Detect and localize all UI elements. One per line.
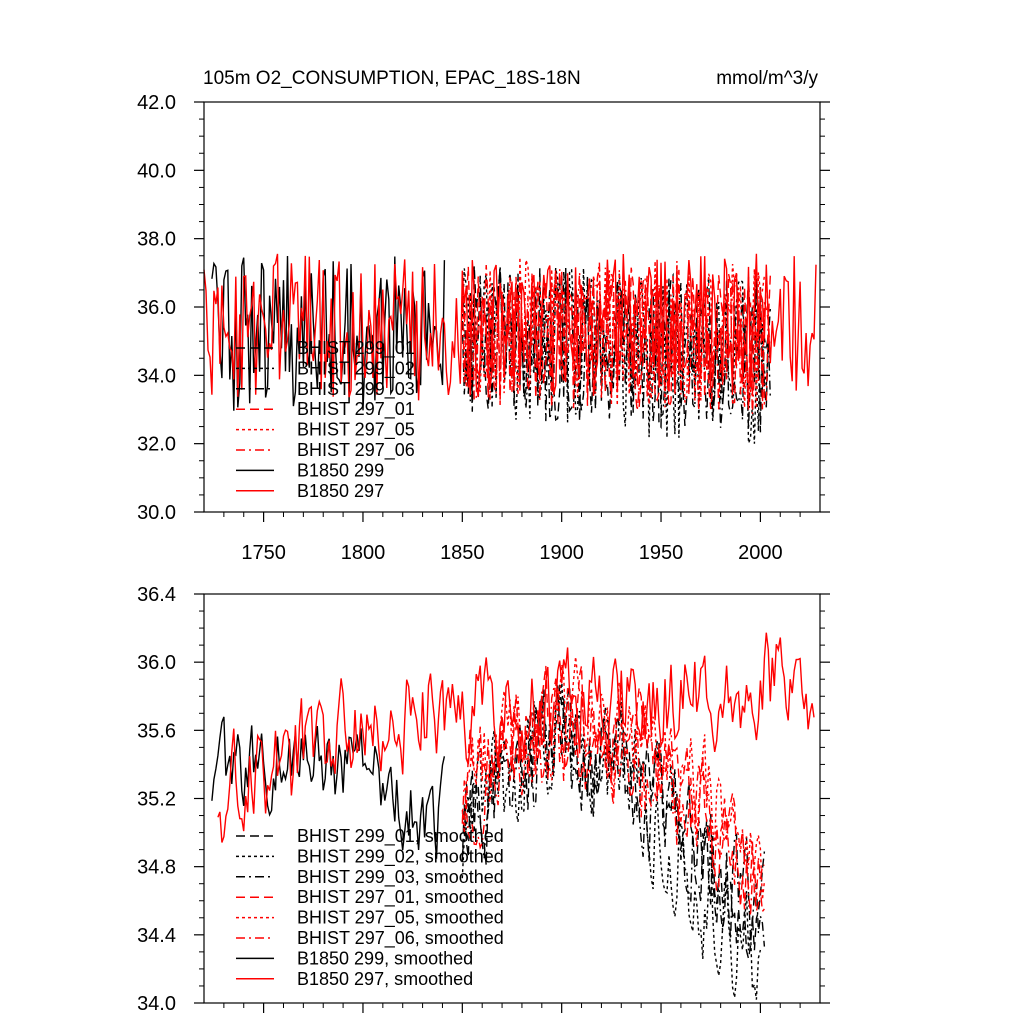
legend-label: B1850 299, smoothed — [297, 948, 473, 968]
x-tick-label: 1900 — [539, 542, 584, 564]
legend-label: B1850 299 — [297, 460, 384, 480]
series-line-b1850-297-smoothed — [217, 632, 815, 843]
series-line-bhist-297-06-smoothed — [461, 680, 765, 916]
x-tick-label: 1800 — [341, 542, 386, 564]
y-tick-label: 34.0 — [137, 993, 176, 1015]
y-tick-label: 30.0 — [137, 502, 176, 524]
legend-label: BHIST 299_03, smoothed — [297, 867, 504, 888]
top-panel: 30.0 32.0 34.0 36.0 38.0 40.0 42.0 1750 1800 1850… — [137, 92, 830, 564]
y-tick-label: 35.2 — [137, 789, 176, 811]
series-line-bhist-297-05 — [461, 257, 771, 409]
y-tick-label: 34.4 — [137, 925, 176, 947]
x-tick-label: 2000 — [738, 542, 783, 564]
legend-label: BHIST 297_05 — [297, 420, 415, 441]
y-tick-label: 34.8 — [137, 857, 176, 879]
y-tick-label: 36.0 — [137, 652, 176, 674]
legend-label: BHIST 297_06 — [297, 440, 415, 461]
series-line-bhist-299-03-smoothed — [461, 684, 766, 947]
y-tick-label: 32.0 — [137, 434, 176, 456]
legend-label: BHIST 297_06, smoothed — [297, 928, 504, 949]
legend-label: B1850 297 — [297, 481, 384, 501]
y-tick-label: 36.0 — [137, 297, 176, 319]
legend-label: BHIST 299_01, smoothed — [297, 826, 504, 847]
x-tick-label: 1850 — [440, 542, 485, 564]
series-line-bhist-299-02-smoothed — [461, 679, 762, 1000]
legend-label: BHIST 299_02 — [297, 358, 415, 379]
bottom-panel: 34.0 34.4 34.8 35.2 35.6 36.0 36.4 BHIST 299_01… — [137, 584, 830, 1015]
y-tick-label: 34.0 — [137, 365, 176, 387]
legend-label: B1850 297, smoothed — [297, 969, 473, 989]
y-tick-label: 42.0 — [137, 92, 176, 114]
legend-label: BHIST 299_01 — [297, 338, 415, 359]
x-tick-label: 1950 — [639, 542, 684, 564]
series-line-b1850-297 — [203, 253, 817, 401]
y-tick-label: 40.0 — [137, 160, 176, 182]
y-tick-label: 36.4 — [137, 584, 176, 606]
series-line-b1850-299-smoothed — [211, 716, 446, 859]
chart-units: mmol/m^3/y — [716, 68, 818, 89]
series-line-bhist-297-01-smoothed — [461, 665, 765, 914]
series-line-bhist-299-01-smoothed — [461, 685, 766, 959]
y-tick-label: 35.6 — [137, 720, 176, 742]
series-line-bhist-297-05-smoothed — [461, 656, 766, 900]
legend-label: BHIST 297_01 — [297, 399, 415, 420]
y-tick-label: 38.0 — [137, 229, 176, 251]
legend-label: BHIST 297_01, smoothed — [297, 887, 504, 908]
x-tick-label: 1750 — [241, 542, 286, 564]
legend-label: BHIST 299_03 — [297, 379, 415, 400]
chart-title: 105m O2_CONSUMPTION, EPAC_18S-18N — [203, 68, 581, 89]
legend-label: BHIST 297_05, smoothed — [297, 908, 504, 929]
series-group — [211, 632, 815, 1000]
series-group — [203, 253, 817, 444]
legend-label: BHIST 299_02, smoothed — [297, 846, 504, 867]
